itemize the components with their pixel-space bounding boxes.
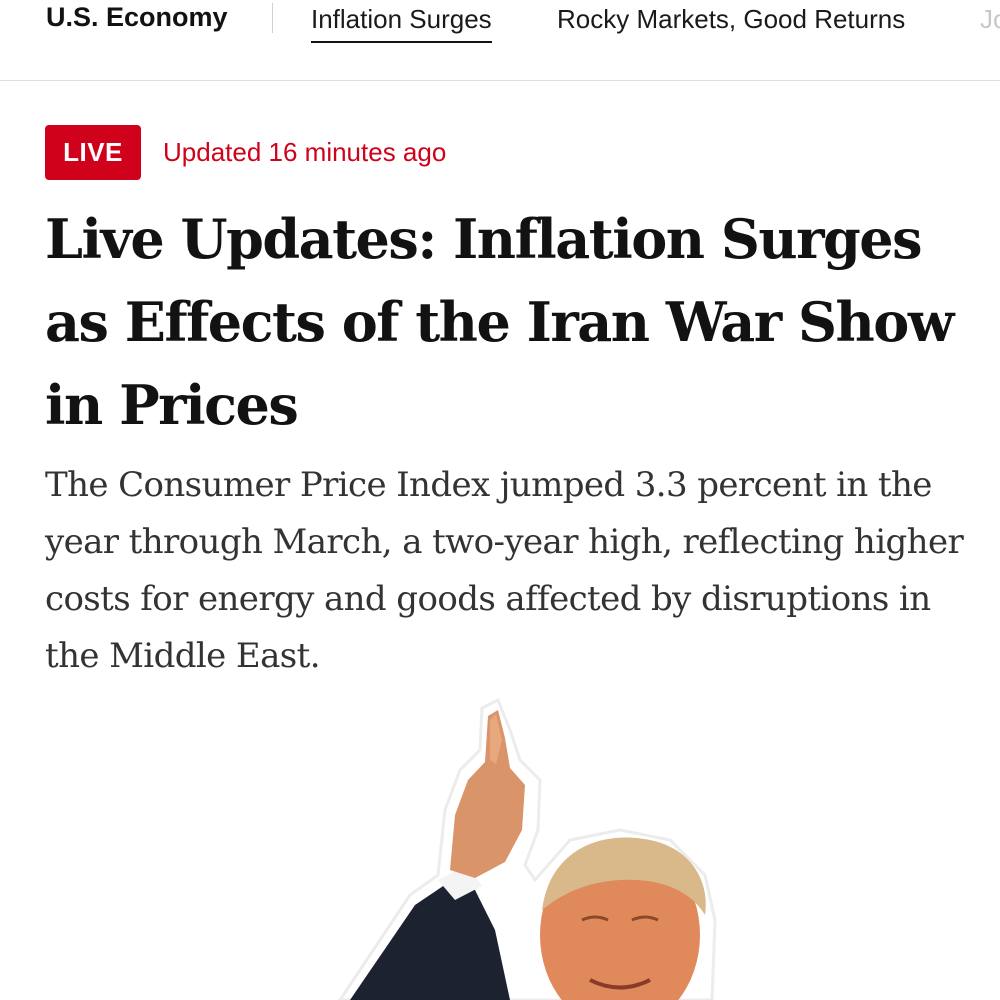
top-nav: U.S. Economy Inflation Surges Rocky Mark… xyxy=(0,0,1000,81)
tab-next-partial[interactable]: Jo xyxy=(980,4,1000,34)
nav-divider xyxy=(272,3,273,33)
updated-timestamp: Updated 16 minutes ago xyxy=(163,137,447,167)
tab-rocky-markets[interactable]: Rocky Markets, Good Returns xyxy=(557,4,906,34)
headline[interactable]: Live Updates: Inflation Surges as Effect… xyxy=(45,207,954,437)
article-photo xyxy=(338,697,717,1000)
tab-inflation-surges[interactable]: Inflation Surges xyxy=(311,4,492,43)
section-title[interactable]: U.S. Economy xyxy=(46,2,228,32)
article-summary: The Consumer Price Index jumped 3.3 perc… xyxy=(45,465,964,676)
live-badge: LIVE xyxy=(45,125,141,180)
